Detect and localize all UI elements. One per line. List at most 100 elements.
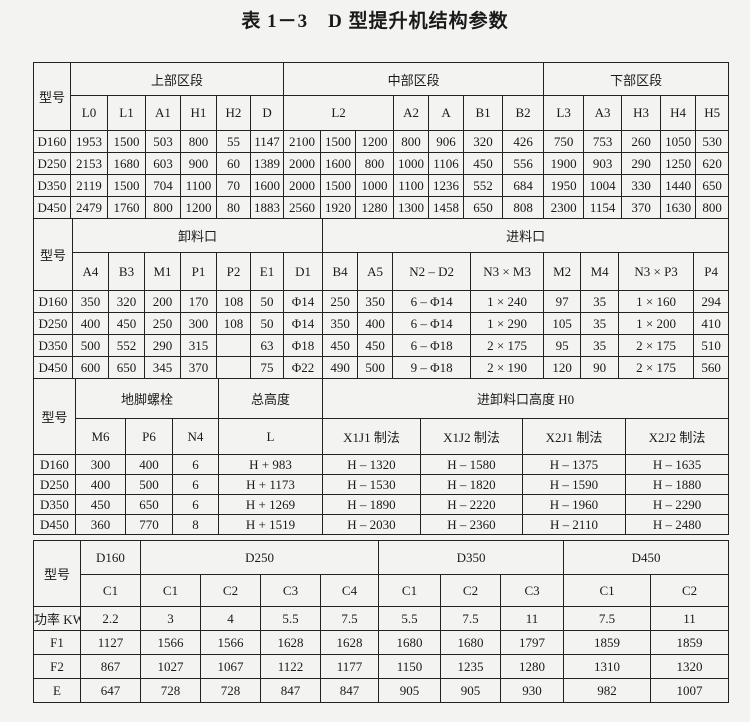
- table-cell: 170: [180, 290, 217, 313]
- table-cell: 35: [580, 312, 620, 335]
- table-cell: 350: [72, 290, 109, 313]
- table-cell: 70: [216, 174, 251, 197]
- table-cell: 80: [216, 196, 251, 219]
- table-cell: 1883: [249, 196, 285, 219]
- table-cell: Φ18: [282, 334, 324, 357]
- table-title: 表 1－3 D 型提升机结构参数: [241, 11, 509, 32]
- column-header: C3: [260, 574, 321, 607]
- column-header: X1J1 制法: [322, 418, 421, 455]
- column-header: C3: [500, 574, 565, 607]
- table-cell: 2000: [283, 174, 322, 197]
- table-cell: 3: [140, 606, 201, 631]
- table-cell: 982: [563, 678, 652, 703]
- column-header: M1: [144, 252, 181, 291]
- table-cell: 75: [250, 356, 284, 379]
- table-cell: 200: [144, 290, 181, 313]
- table-cell: H – 1590: [522, 474, 626, 495]
- table-cell: 603: [145, 152, 181, 175]
- table-cell: 2 × 175: [470, 334, 545, 357]
- table-cell: 290: [621, 152, 662, 175]
- table-cell: 1250: [660, 152, 697, 175]
- table-cell: 1628: [319, 630, 380, 655]
- table-cell: 503: [145, 130, 181, 153]
- group-header: 进料口: [322, 218, 730, 253]
- table-cell: 753: [583, 130, 623, 153]
- table-cell: 2 × 190: [470, 356, 545, 379]
- column-header: C1: [378, 574, 442, 607]
- table-cell: 1000: [393, 152, 430, 175]
- row-label: F1: [33, 630, 81, 655]
- table-cell: 7.5: [563, 606, 652, 631]
- table-cell: 450: [322, 334, 359, 357]
- group-header: D350: [378, 540, 565, 575]
- group-header: D160: [80, 540, 141, 575]
- group-header: D250: [139, 540, 380, 575]
- table-cell: 1100: [393, 174, 430, 197]
- table-cell: 1950: [543, 174, 585, 197]
- model-header: 型号: [33, 62, 71, 131]
- table-row: F1 1127 1566 1566 1628 1628 1680 1680 1797 1859 18…: [33, 630, 730, 655]
- table-cell: 1920: [320, 196, 357, 219]
- column-header: M6: [75, 418, 126, 455]
- table-cell: 7.5: [319, 606, 380, 631]
- param-table-3: 型号 地脚螺栓 总高度 进卸料口高度 H0 M6 P6 N4 L X1J1 制法 X1J2 制法 X…: [33, 378, 730, 535]
- group-header-row: 型号 卸料口 进料口: [33, 218, 730, 291]
- column-header: A5: [357, 252, 394, 291]
- table-cell: 1004: [583, 174, 623, 197]
- table-cell: 1 × 160: [618, 290, 695, 313]
- table-cell: 2300: [543, 196, 585, 219]
- column-header: A4: [72, 252, 109, 291]
- column-header: C2: [440, 574, 502, 607]
- column-header: L2: [283, 95, 395, 131]
- column-header: B2: [502, 95, 545, 131]
- table-cell: H – 1320: [322, 454, 421, 475]
- table-cell: [216, 356, 251, 379]
- table-cell: 1566: [200, 630, 261, 655]
- table-row: D350 450 650 6 H + 1269 H – 1890 H – 2220 H – 1…: [33, 494, 730, 515]
- table-cell: H + 1519: [218, 514, 323, 535]
- table-cell: 6 – Φ18: [392, 334, 472, 357]
- table-cell: 684: [502, 174, 545, 197]
- column-header-row: A4 B3 M1 P1 P2 E1 D1 B4 A5 N2 – D2 N3 × M3 M2 M4 N3 ×…: [34, 252, 730, 291]
- table-cell: 2153: [70, 152, 108, 175]
- table-cell: 510: [693, 334, 730, 357]
- table-cell: 400: [125, 454, 173, 475]
- table-cell: 300: [75, 454, 126, 475]
- table-row: E 647 728 728 847 847 905 905 930 982 1007: [33, 678, 730, 703]
- table-cell: 1106: [428, 152, 465, 175]
- table-cell: 35: [580, 290, 620, 313]
- table-cell: 900: [180, 152, 217, 175]
- table-cell: 1147: [249, 130, 285, 153]
- param-table-2: 型号 卸料口 进料口 A4 B3 M1 P1 P2 E1 D1 B4 A5 N2 – D2 N3 × M3…: [33, 218, 730, 379]
- table-row: D450 600 650 345 370 75 Φ22 490 500 9 – Φ18 2 × 19…: [33, 356, 730, 379]
- column-header: X2J1 制法: [522, 418, 626, 455]
- table-cell: H – 1820: [420, 474, 523, 495]
- table-cell: 11: [650, 606, 730, 631]
- table-cell: 2.2: [80, 606, 141, 631]
- table-cell: 847: [319, 678, 380, 703]
- table-cell: 315: [180, 334, 217, 357]
- row-label: D450: [33, 514, 76, 535]
- table-cell: 55: [216, 130, 251, 153]
- column-header: N4: [172, 418, 219, 455]
- table-cell: 500: [72, 334, 109, 357]
- table-cell: 500: [357, 356, 394, 379]
- table-cell: 650: [125, 494, 173, 515]
- table-cell: 650: [463, 196, 504, 219]
- table-cell: H – 1580: [420, 454, 523, 475]
- model-header: 型号: [33, 540, 81, 607]
- group-header: D450: [563, 540, 730, 575]
- column-header: L3: [543, 95, 585, 131]
- table-cell: 63: [250, 334, 284, 357]
- group-header: 卸料口: [71, 218, 324, 253]
- column-header: M4: [580, 252, 620, 291]
- table-cell: 647: [80, 678, 141, 703]
- table-cell: 450: [463, 152, 504, 175]
- row-label: D160: [33, 454, 76, 475]
- table-cell: H – 2360: [420, 514, 523, 535]
- table-cell: 1389: [249, 152, 285, 175]
- table-cell: 1000: [355, 174, 395, 197]
- table-cell: 105: [543, 312, 582, 335]
- table-cell: H – 2110: [522, 514, 626, 535]
- table-cell: 847: [260, 678, 321, 703]
